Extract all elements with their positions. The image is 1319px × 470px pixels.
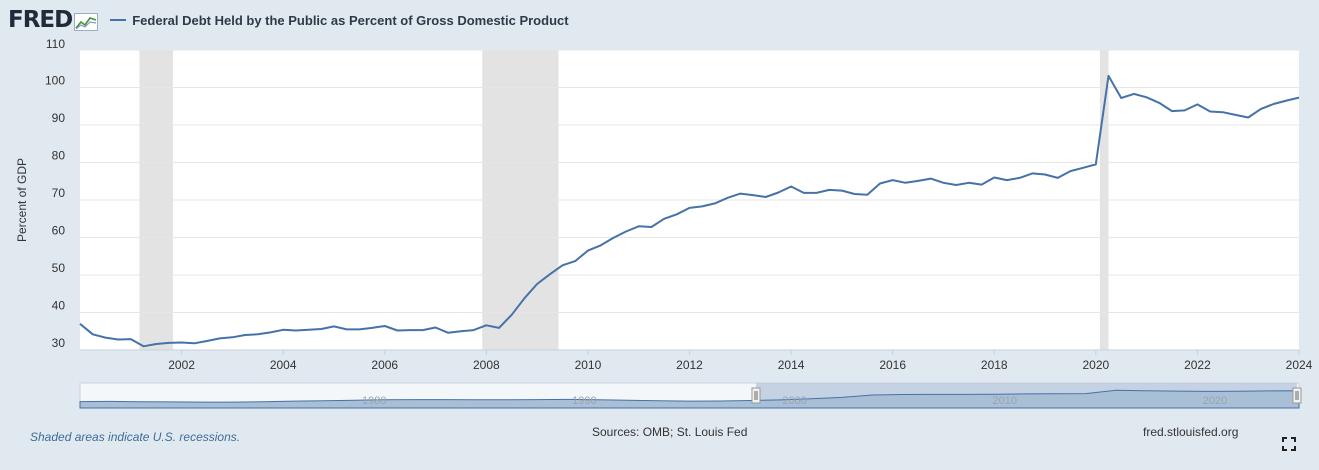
- x-tick-label: 2010: [575, 358, 602, 372]
- y-tick-label: 100: [45, 74, 65, 88]
- y-tick-label: 60: [52, 224, 66, 238]
- x-axis-ticks: 2002 2004 2006 2008 2010 2012 2014 2016 2018 2020…: [168, 350, 1313, 372]
- gridlines: [80, 49, 1299, 313]
- y-tick-label: 30: [52, 336, 66, 350]
- sources-text: Sources: OMB; St. Louis Fed: [592, 425, 748, 439]
- chart-header: FRED Federal Debt Held by the Public as …: [8, 6, 569, 34]
- y-tick-label: 110: [46, 37, 65, 51]
- navigator-area: [79, 389, 1300, 409]
- legend-line-swatch: [110, 19, 127, 21]
- chart-title: Federal Debt Held by the Public as Perce…: [132, 12, 569, 28]
- navigator-tick-label: 2010: [993, 395, 1017, 407]
- navigator-tick-label: 1990: [572, 395, 596, 407]
- x-tick-label: 2016: [879, 358, 906, 372]
- x-tick-label: 2022: [1184, 358, 1211, 372]
- series-line: [79, 74, 1300, 348]
- y-tick-label: 50: [52, 261, 66, 275]
- recession-note: Shaded areas indicate U.S. recessions.: [30, 430, 241, 444]
- navigator-tick-label: 1980: [362, 395, 386, 407]
- navigator-tick-label: 2000: [782, 395, 806, 407]
- fred-logo[interactable]: FRED: [8, 7, 73, 33]
- site-link[interactable]: fred.stlouisfed.org: [1143, 425, 1239, 439]
- x-tick-label: 2006: [371, 358, 398, 372]
- navigator-ticks: 1980 1990 2000 2010 2020: [362, 395, 1227, 407]
- range-navigator[interactable]: 1980 1990 2000 2010 2020: [79, 382, 1302, 409]
- navigator-tick-label: 2020: [1203, 395, 1227, 407]
- y-tick-label: 80: [52, 149, 66, 163]
- navigator-right-handle[interactable]: [1292, 387, 1302, 404]
- fred-graph-icon: [74, 13, 99, 31]
- x-tick-label: 2018: [981, 358, 1008, 372]
- x-tick-label: 2024: [1286, 358, 1313, 372]
- x-tick-label: 2012: [676, 358, 703, 372]
- x-tick-label: 2014: [778, 358, 805, 372]
- fullscreen-icon[interactable]: [1282, 437, 1296, 451]
- x-tick-label: 2004: [270, 358, 297, 372]
- y-axis-label: Percent of GDP: [15, 158, 29, 242]
- y-axis-ticks: 30 40 50 60 70 80 90 100 110: [45, 37, 65, 350]
- x-tick-label: 2020: [1082, 358, 1109, 372]
- x-tick-label: 2008: [473, 358, 500, 372]
- y-tick-label: 70: [52, 186, 66, 200]
- navigator-left-handle[interactable]: [751, 387, 761, 404]
- x-tick-label: 2002: [168, 358, 195, 372]
- y-tick-label: 90: [52, 111, 66, 125]
- y-tick-label: 40: [52, 299, 66, 313]
